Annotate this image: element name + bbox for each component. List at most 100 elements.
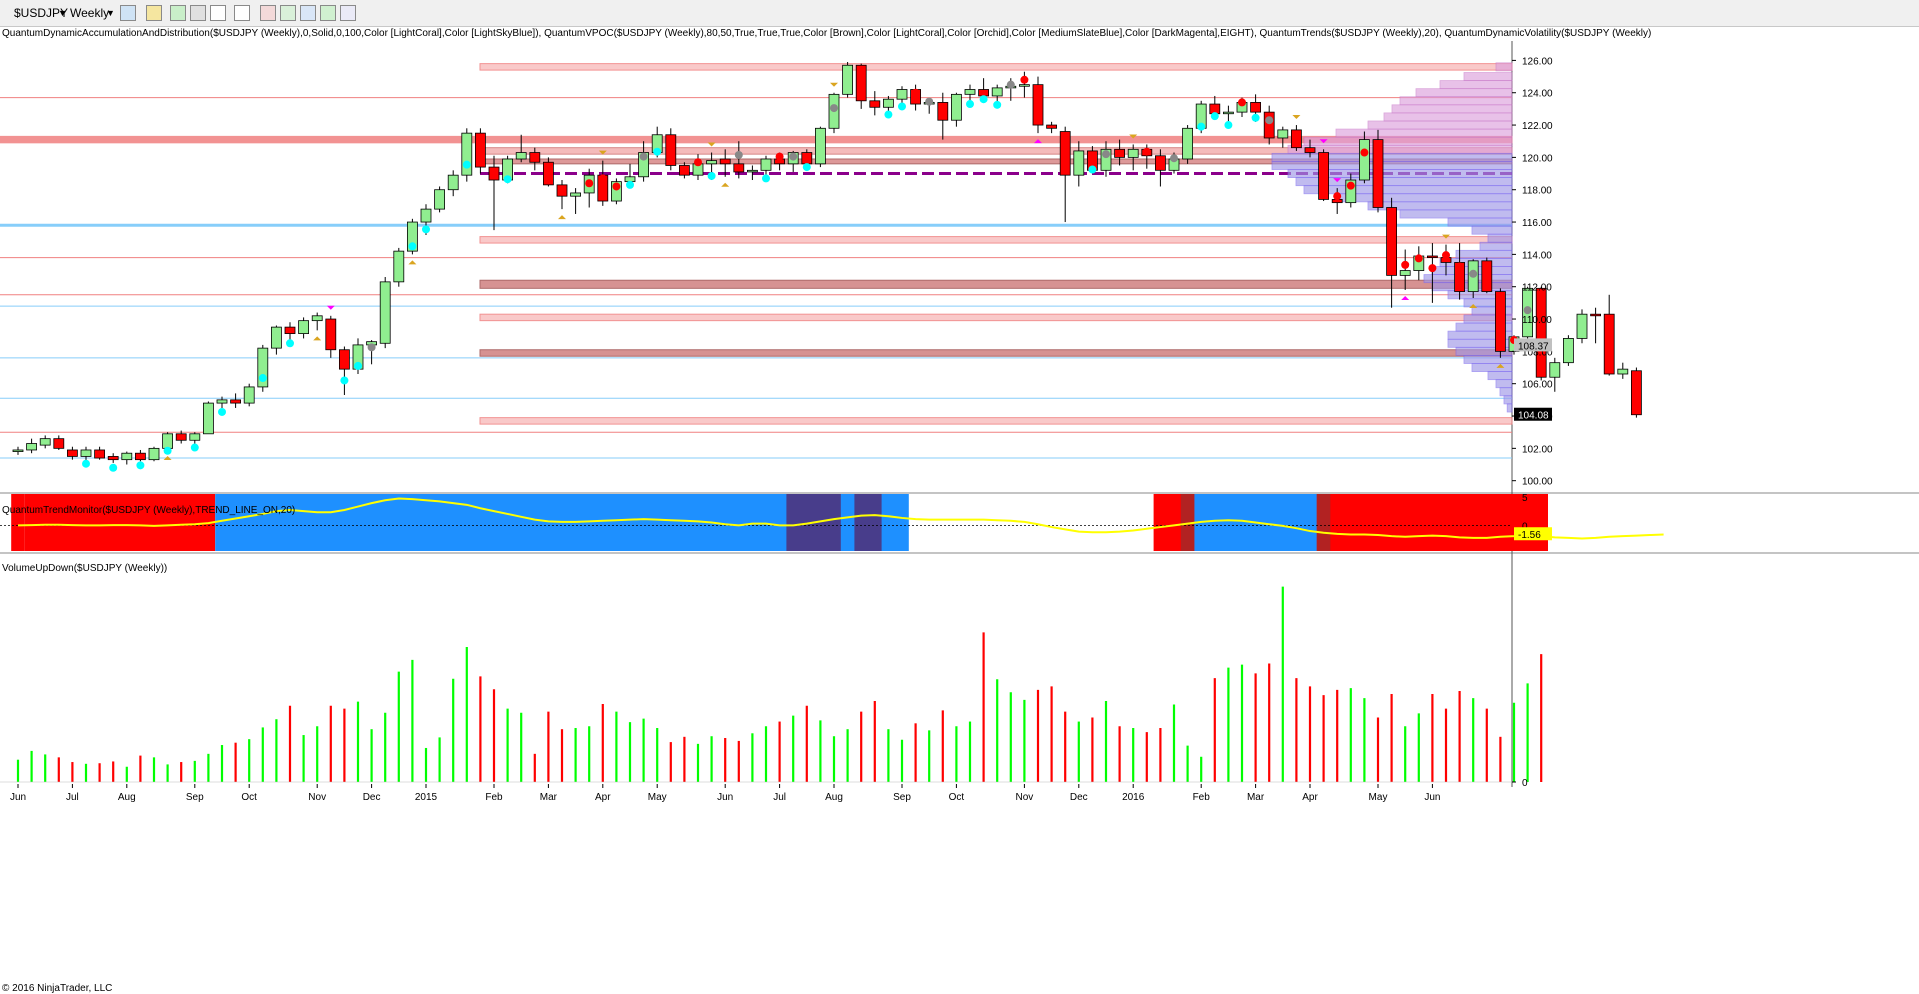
candle-body [107, 456, 119, 461]
candle-body [189, 433, 201, 441]
candle-body [1046, 124, 1057, 129]
candle-body [1032, 84, 1044, 126]
properties-icon[interactable] [260, 5, 276, 21]
trend-zone [24, 494, 216, 551]
trend-dot-red [326, 327, 335, 336]
candle-body [815, 127, 826, 165]
trend-dot-red [1142, 147, 1151, 156]
chart-toolbar: $USDJPY ▼ Weekly ▼ [0, 0, 1919, 27]
trend-dot-red [1374, 162, 1382, 171]
template-icon[interactable] [320, 5, 336, 21]
volume-profile-bar [1503, 395, 1513, 405]
trend-dot-red [1020, 75, 1029, 84]
trend-dot-red [911, 88, 920, 97]
zoom-icon[interactable] [234, 5, 250, 21]
trend-dot-gray [1523, 306, 1532, 315]
candle-body [869, 100, 881, 108]
trend-dot-red [1496, 314, 1505, 323]
time-tick-label: 2016 [1122, 792, 1145, 803]
time-tick-label: Feb [1193, 792, 1211, 803]
trend-dot-cyan [109, 463, 118, 472]
volume-profile-bar [1471, 363, 1513, 372]
trend-dot-cyan [190, 443, 199, 452]
trend-dot-gray [1265, 116, 1274, 125]
candle-body [978, 89, 989, 97]
trend-dot-cyan [136, 461, 145, 470]
trend-dot-cyan [286, 339, 294, 348]
candle-body [1114, 148, 1125, 158]
volume-profile-bar [1455, 249, 1513, 259]
trend-dot-cyan [626, 180, 634, 189]
trend-zone [854, 494, 882, 551]
instrument-selector[interactable]: $USDJPY [14, 6, 69, 20]
axes: 126.00 124.00 122.00 120.00 118.00 116.00 114.… [10, 56, 1553, 803]
candle-body [162, 433, 174, 449]
gray-price-label: 108.37 [1518, 341, 1549, 352]
candle-body [1318, 152, 1329, 200]
period-dropdown-icon[interactable]: ▼ [106, 8, 115, 18]
volatility-triangle [1401, 295, 1410, 300]
candle-body [1603, 313, 1615, 375]
time-tick-label: 2015 [415, 792, 438, 803]
candle-body [1250, 102, 1261, 113]
candle-body [991, 87, 1003, 97]
volume-profile-bar [1399, 209, 1513, 219]
instrument-dropdown-icon[interactable]: ▼ [58, 8, 67, 18]
period-selector[interactable]: Weekly [70, 6, 110, 20]
trend-dot-cyan [707, 171, 716, 180]
candle-body [447, 174, 459, 191]
window-icon[interactable] [340, 5, 356, 21]
candle-body [964, 89, 976, 95]
volatility-triangle [1333, 178, 1342, 183]
trend-dot-cyan [503, 175, 512, 184]
candlesticks [12, 62, 1642, 465]
trend-dot-red [775, 152, 784, 161]
candle-body [338, 349, 350, 370]
strategy-icon[interactable] [190, 5, 206, 21]
trend-value-label-bg [1514, 527, 1552, 541]
volume-profile-bar [1471, 225, 1513, 235]
trend-dot-cyan [653, 147, 662, 156]
time-tick-label: Jun [717, 792, 733, 803]
candle-body [230, 399, 242, 404]
cursor-icon[interactable] [210, 5, 226, 21]
time-tick-label: Aug [825, 792, 843, 803]
indicator-icon[interactable] [170, 5, 186, 21]
data-box-icon[interactable] [300, 5, 316, 21]
trend-dot-gray [1469, 269, 1478, 278]
trend-dot-red [1482, 266, 1491, 275]
time-tick-label: Sep [893, 792, 911, 803]
draw-pen-icon[interactable] [146, 5, 162, 21]
trend-dot-red [1401, 260, 1410, 269]
volume-profile-bar [1463, 72, 1513, 82]
time-tick-label: Feb [485, 792, 503, 803]
time-tick-label: Apr [1302, 792, 1318, 803]
bar-style-icon[interactable] [120, 5, 136, 21]
time-tick-label: Jun [1424, 792, 1440, 803]
candle-body [12, 449, 24, 452]
candle-body [570, 192, 581, 197]
trend-dot-cyan [802, 163, 811, 172]
trend-dot-gray [925, 97, 934, 106]
price-tick-label: 124.00 [1522, 89, 1553, 100]
volume-panel [0, 586, 1543, 783]
panel-backgrounds [0, 41, 1919, 787]
candle-body [801, 152, 813, 165]
candle-body [556, 184, 568, 197]
trend-dot-cyan [1251, 113, 1260, 122]
time-tick-label: Jul [773, 792, 786, 803]
trend-value-label: -1.56 [1518, 530, 1541, 541]
trend-dot-red [857, 77, 866, 86]
time-tick-label: May [1369, 792, 1388, 803]
candle-body [311, 315, 323, 322]
candle-body [733, 163, 745, 173]
trend-dot-gray [639, 152, 648, 161]
candle-body [134, 452, 146, 461]
trend-dot-red [1346, 181, 1355, 190]
trend-dot-cyan [966, 100, 974, 109]
trend-dot-red [1442, 251, 1450, 260]
trend-dot-gray [734, 150, 743, 159]
chart-grid-icon[interactable] [280, 5, 296, 21]
volume-profile-bar [1495, 379, 1513, 389]
volatility-triangle [721, 182, 730, 187]
